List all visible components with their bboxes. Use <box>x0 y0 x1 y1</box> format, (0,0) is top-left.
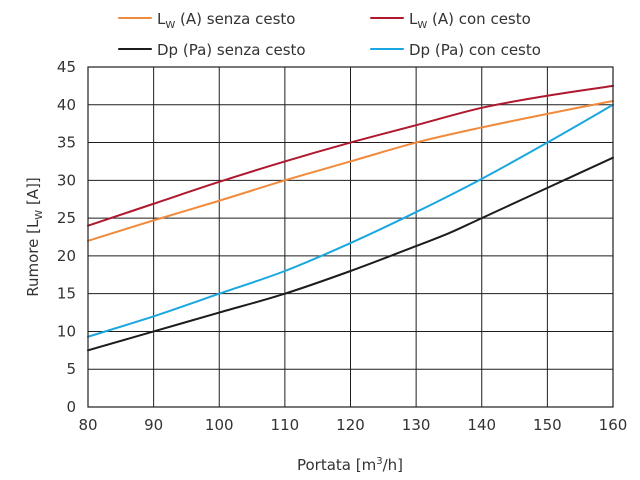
legend-label: LW (A) con cesto <box>409 10 531 31</box>
legend-label: Dp (Pa) senza cesto <box>157 41 306 59</box>
x-tick-label: 150 <box>533 416 562 434</box>
legend-item-dp-senza-cesto: Dp (Pa) senza cesto <box>118 41 306 59</box>
y-tick-label: 5 <box>66 360 76 378</box>
y-tick-label: 15 <box>57 285 76 303</box>
series-line-3 <box>87 103 614 338</box>
y-tick-labels: 0 5 10 15 20 25 30 35 40 45 <box>57 58 76 416</box>
y-tick-label: 0 <box>66 398 76 416</box>
series-line-1 <box>87 84 614 227</box>
y-tick-label: 25 <box>57 209 76 227</box>
x-tick-label: 80 <box>78 416 97 434</box>
legend-item-lw-senza-cesto: LW (A) senza cesto <box>118 10 295 31</box>
y-tick-label: 30 <box>57 171 76 189</box>
grid <box>87 66 614 408</box>
x-tick-label: 160 <box>599 416 628 434</box>
x-tick-label: 100 <box>205 416 234 434</box>
series-line-0 <box>87 100 614 242</box>
series-lines <box>87 84 614 352</box>
y-tick-label: 40 <box>57 96 76 114</box>
series-line-2 <box>87 156 614 352</box>
x-tick-label: 140 <box>467 416 496 434</box>
y-tick-label: 20 <box>57 247 76 265</box>
x-tick-labels: 80 90 100 110 120 130 140 150 160 <box>78 416 627 434</box>
legend-item-lw-con-cesto: LW (A) con cesto <box>370 10 531 31</box>
x-axis-title: Portata [m3/h] <box>297 456 403 474</box>
y-tick-label: 10 <box>57 322 76 340</box>
legend: LW (A) senza cesto LW (A) con cesto Dp (… <box>118 10 541 59</box>
legend-label: Dp (Pa) con cesto <box>409 41 541 59</box>
y-axis-title: Rumore [LW [A]] <box>24 177 45 297</box>
legend-item-dp-con-cesto: Dp (Pa) con cesto <box>370 41 541 59</box>
plot-frame <box>87 66 614 408</box>
legend-label: LW (A) senza cesto <box>157 10 295 31</box>
y-tick-label: 35 <box>57 134 76 152</box>
x-tick-label: 130 <box>402 416 431 434</box>
x-tick-label: 120 <box>336 416 365 434</box>
x-tick-label: 90 <box>144 416 163 434</box>
x-tick-label: 110 <box>271 416 300 434</box>
y-tick-label: 45 <box>57 58 76 76</box>
